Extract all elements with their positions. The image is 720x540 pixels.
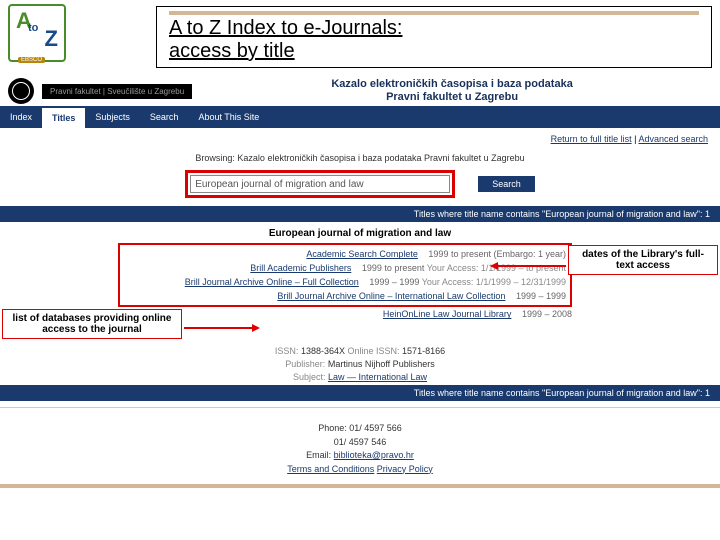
nav-bar: IndexTitlesSubjectsSearchAbout This Site [0,106,720,128]
catalog-line1: Kazalo elektroničkih časopisa i baza pod… [192,78,712,91]
search-button[interactable]: Search [478,176,535,192]
date-range: 1999 – 1999 [513,291,566,301]
phone-label: Phone: [318,423,347,433]
database-link[interactable]: Brill Journal Archive Online – Full Coll… [185,277,359,287]
top-right-links: Return to full title list | Advanced sea… [0,128,720,150]
database-link[interactable]: Brill Academic Publishers [250,263,351,273]
browsing-label: Browsing: Kazalo elektroničkih časopisa … [0,150,720,166]
logo-z: Z [45,26,58,52]
date-range: 1999 – 1999 [367,277,420,287]
issn-value: 1388-364X [301,346,345,356]
publisher-label: Publisher: [285,359,325,369]
publisher-value: Martinus Nijhoff Publishers [328,359,435,369]
catalog-line2: Pravni fakultet u Zagrebu [192,91,712,104]
nav-tab-subjects[interactable]: Subjects [85,106,140,128]
university-name: Pravni fakultet | Sveučilište u Zagrebu [42,84,192,99]
return-link[interactable]: Return to full title list [551,134,632,144]
databases-highlight-box: Academic Search Complete 1999 to present… [118,243,572,307]
result-line: Brill Academic Publishers 1999 to presen… [124,261,566,275]
logo-to: to [28,22,38,34]
subject-link[interactable]: Law — International Law [328,372,427,382]
database-link[interactable]: HeinOnLine Law Journal Library [383,309,512,319]
result-line: HeinOnLine Law Journal Library 1999 – 20… [118,307,572,321]
slide-title-box: A to Z Index to e-Journals: access by ti… [156,6,712,68]
terms-link[interactable]: Terms and Conditions [287,464,374,474]
arrow-right-icon [496,265,566,267]
journal-meta: ISSN: 1388-364X Online ISSN: 1571-8166 P… [0,343,720,385]
privacy-link[interactable]: Privacy Policy [377,464,433,474]
online-issn-label: Online ISSN: [348,346,400,356]
callout-dates: dates of the Library's full-text access [568,245,718,275]
issn-label: ISSN: [275,346,299,356]
slide-subtitle: access by title [169,40,699,63]
university-seal-icon [8,78,34,104]
email-link[interactable]: biblioteka@pravo.hr [334,450,414,460]
phone2-value: 01/ 4597 546 [0,436,720,450]
search-input[interactable] [190,175,450,193]
database-link[interactable]: Academic Search Complete [306,249,418,259]
phone-value: 01/ 4597 566 [349,423,402,433]
university-bar: Pravni fakultet | Sveučilište u Zagrebu … [0,76,720,106]
results-header-bar: Titles where title name contains "Europe… [0,206,720,222]
online-issn-value: 1571-8166 [402,346,445,356]
advanced-search-link[interactable]: Advanced search [638,134,708,144]
logo-brand: EBSCO [18,57,45,63]
database-link[interactable]: Brill Journal Archive Online – Internati… [277,291,505,301]
email-label: Email: [306,450,331,460]
results-footer-bar: Titles where title name contains "Europe… [0,385,720,401]
callout-databases: list of databases providing online acces… [2,309,182,339]
result-block: dates of the Library's full-text access … [0,243,720,321]
result-line: Brill Journal Archive Online – Full Coll… [124,275,566,289]
catalog-title: Kazalo elektroničkih časopisa i baza pod… [192,78,712,104]
slide-title: A to Z Index to e-Journals: [169,17,699,40]
page-footer: Phone: 01/ 4597 566 01/ 4597 546 Email: … [0,414,720,484]
journal-title: European journal of migration and law [0,222,720,243]
result-line: Brill Journal Archive Online – Internati… [124,289,566,303]
date-range: 1999 – 2008 [519,309,572,319]
search-row: Search [0,166,720,206]
date-range: 1999 to present (Embargo: 1 year) [426,249,566,259]
nav-tab-about-this-site[interactable]: About This Site [188,106,269,128]
nav-tab-titles[interactable]: Titles [42,106,85,128]
subject-label: Subject: [293,372,326,382]
date-range: 1999 to present [359,263,424,273]
nav-tab-search[interactable]: Search [140,106,189,128]
access-info: Your Access: 1/1/1999 – 12/31/1999 [419,277,566,287]
result-line: Academic Search Complete 1999 to present… [124,247,566,261]
search-highlight-box [185,170,455,198]
nav-tab-index[interactable]: Index [0,106,42,128]
atoz-logo: A to Z EBSCO [8,4,66,62]
